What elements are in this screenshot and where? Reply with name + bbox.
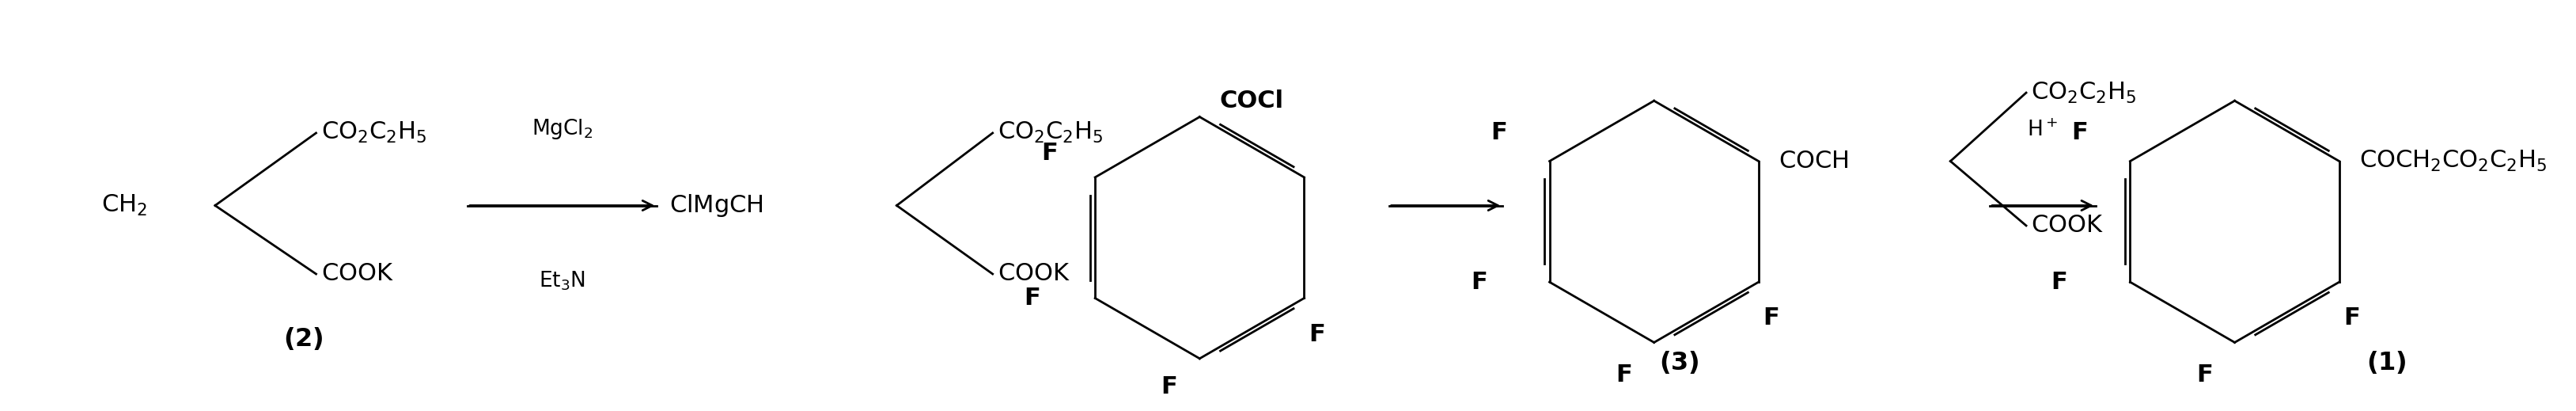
Text: $\mathrm{CO_2C_2H_5}$: $\mathrm{CO_2C_2H_5}$: [322, 121, 428, 145]
Text: F: F: [1023, 286, 1041, 309]
Text: $\mathrm{CH_2}$: $\mathrm{CH_2}$: [100, 193, 147, 218]
Text: $\mathrm{COOK}$: $\mathrm{COOK}$: [997, 263, 1072, 286]
Text: F: F: [1309, 323, 1324, 346]
Text: $\mathrm{CO_2C_2H_5}$: $\mathrm{CO_2C_2H_5}$: [2032, 81, 2136, 105]
Text: F: F: [2071, 122, 2089, 145]
Text: $\mathrm{CO_2C_2H_5}$: $\mathrm{CO_2C_2H_5}$: [997, 121, 1103, 145]
Text: F: F: [1615, 363, 1633, 386]
Text: $\mathrm{ClMgCH}$: $\mathrm{ClMgCH}$: [670, 192, 762, 219]
Text: F: F: [1762, 307, 1780, 330]
Text: $\mathrm{COOK}$: $\mathrm{COOK}$: [2032, 214, 2105, 237]
Text: $\mathbf{(1)}$: $\mathbf{(1)}$: [2367, 349, 2406, 376]
Text: $\mathrm{Et_3N}$: $\mathrm{Et_3N}$: [538, 270, 585, 293]
Text: COCl: COCl: [1221, 89, 1283, 112]
Text: $\mathrm{COOK}$: $\mathrm{COOK}$: [322, 263, 394, 286]
Text: F: F: [1041, 142, 1059, 165]
Text: $\mathbf{(2)}$: $\mathbf{(2)}$: [283, 326, 325, 351]
Text: F: F: [1471, 270, 1486, 293]
Text: $\mathrm{MgCl_2}$: $\mathrm{MgCl_2}$: [531, 117, 592, 141]
Text: F: F: [2050, 270, 2069, 293]
Text: F: F: [1162, 375, 1177, 398]
Text: F: F: [2197, 363, 2213, 386]
Text: $\mathrm{COCH_2CO_2C_2H_5}$: $\mathrm{COCH_2CO_2C_2H_5}$: [2360, 149, 2548, 173]
Text: F: F: [2344, 307, 2360, 330]
Text: $\mathrm{H^+}$: $\mathrm{H^+}$: [2027, 120, 2058, 141]
Text: $\mathbf{(3)}$: $\mathbf{(3)}$: [1659, 349, 1700, 376]
Text: $\mathrm{COCH}$: $\mathrm{COCH}$: [1780, 150, 1850, 173]
Text: F: F: [1492, 122, 1507, 145]
